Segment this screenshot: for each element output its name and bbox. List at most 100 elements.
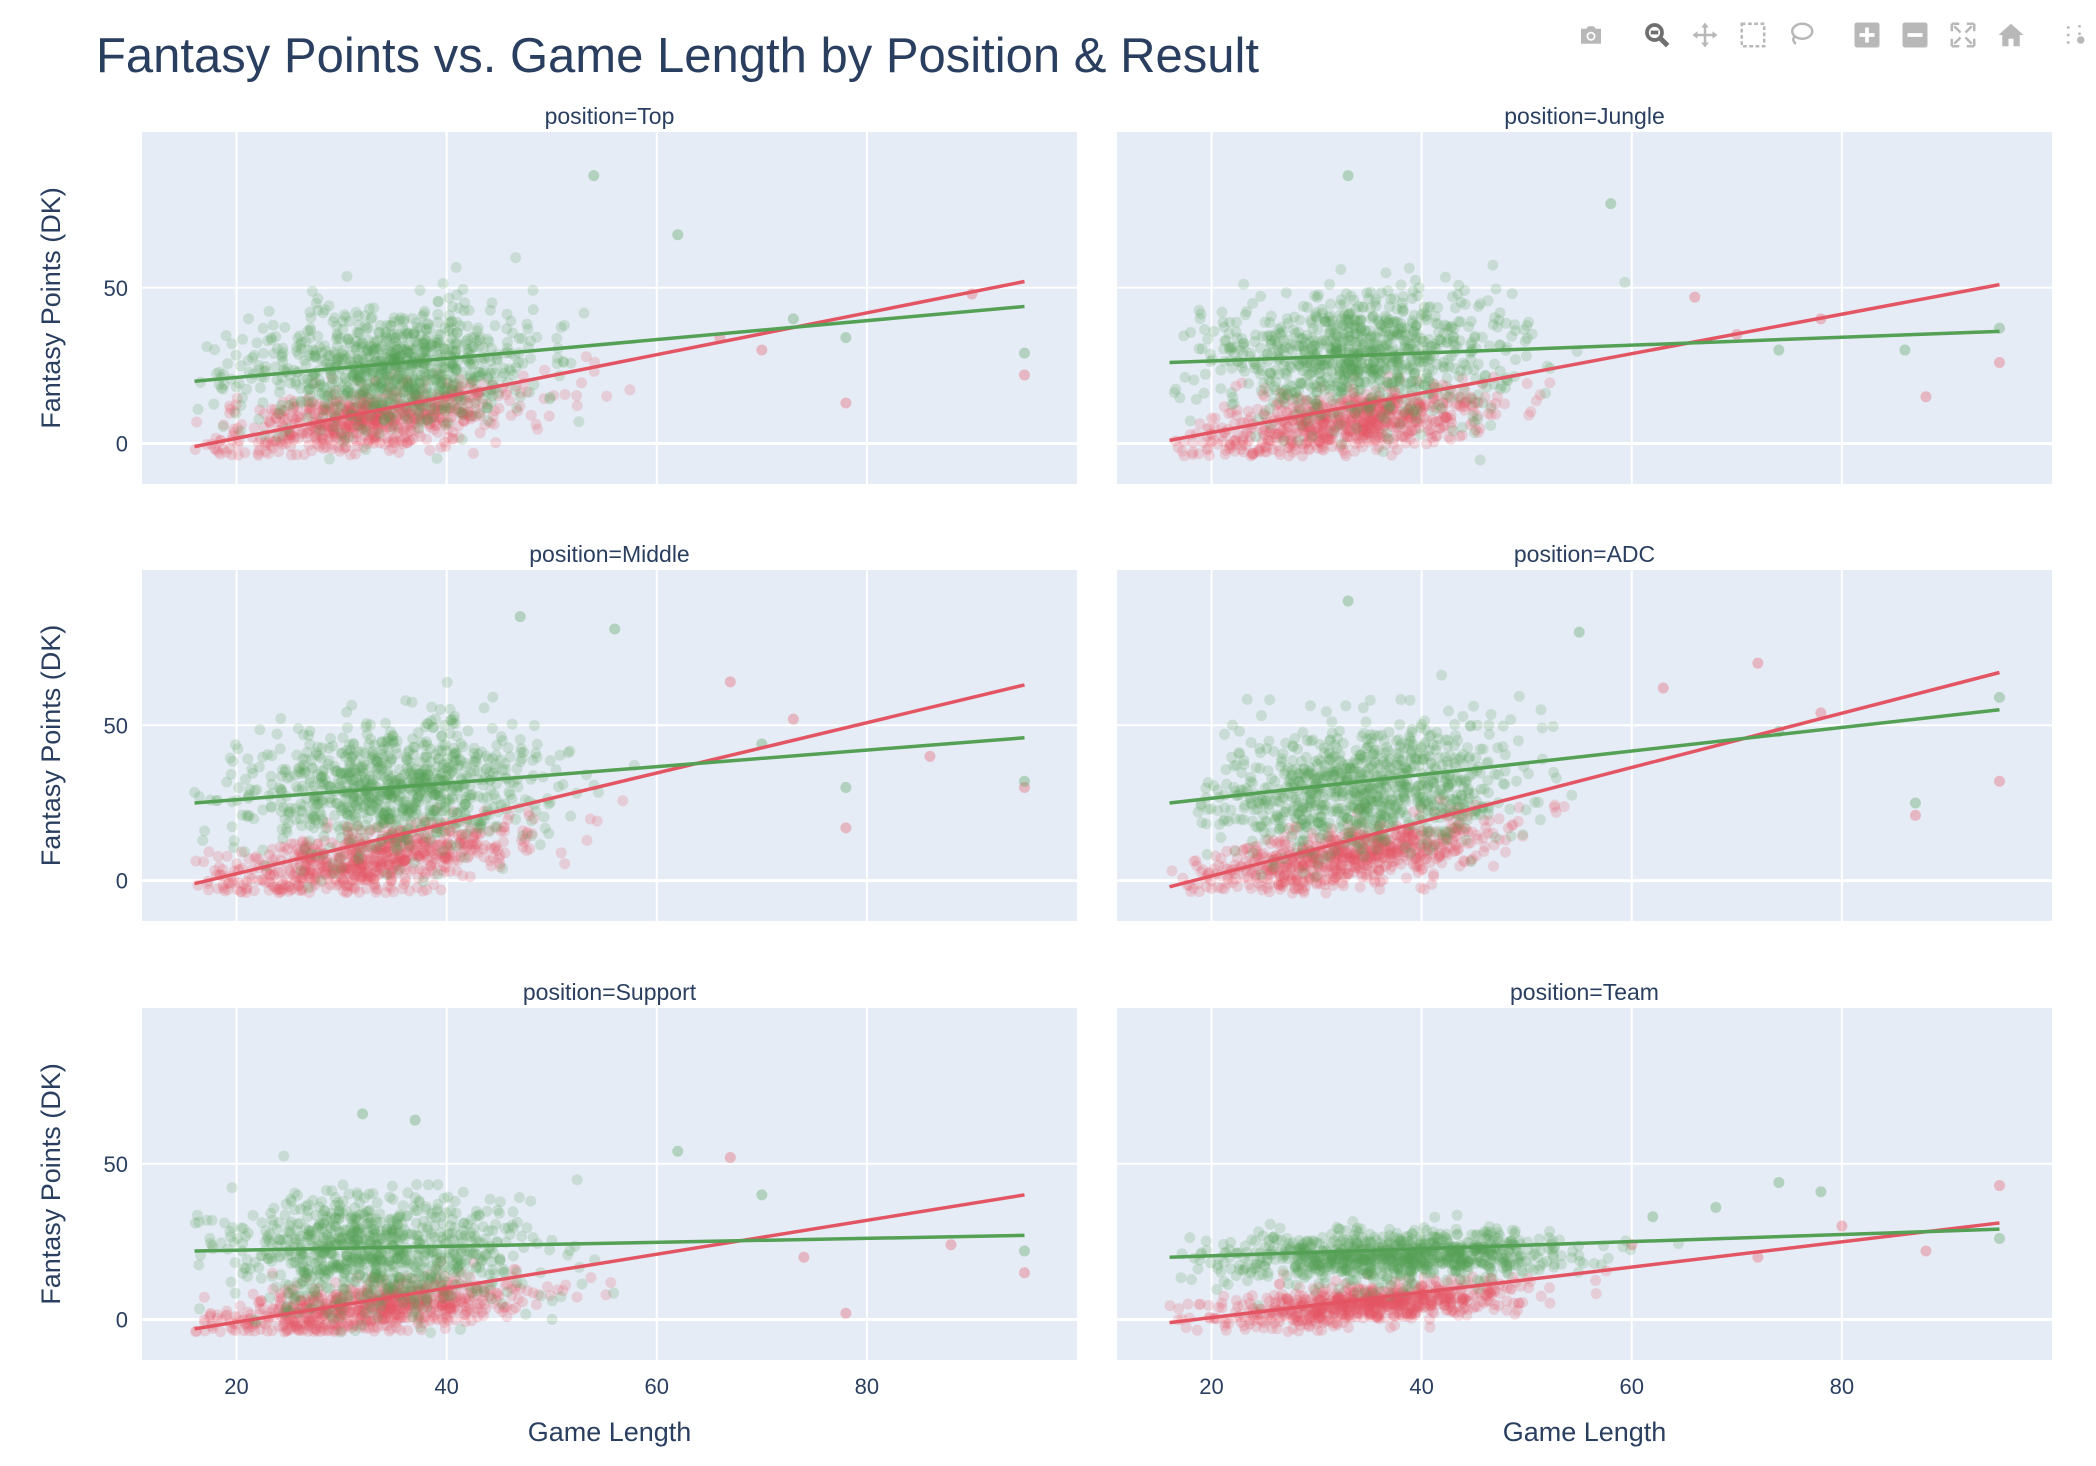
scatter-point bbox=[273, 446, 285, 458]
scatter-point bbox=[388, 432, 400, 444]
scatter-point bbox=[438, 417, 450, 429]
scatter-point bbox=[301, 409, 313, 420]
scatter-point bbox=[269, 407, 281, 419]
y-axis-title: Fantasy Points (DK) bbox=[36, 625, 66, 867]
scatter-point bbox=[355, 770, 367, 782]
scatter-point bbox=[1246, 448, 1258, 460]
scatter-point bbox=[1403, 262, 1415, 274]
scatter-point bbox=[274, 743, 286, 755]
scatter-point bbox=[341, 271, 353, 282]
scatter-point bbox=[313, 408, 325, 420]
scatter-point bbox=[364, 414, 376, 426]
scatter-point bbox=[382, 421, 394, 433]
scatter-point bbox=[315, 874, 327, 886]
facet-adc: position=ADC bbox=[1117, 541, 2052, 921]
scatter-point bbox=[487, 410, 499, 422]
scatter-point bbox=[501, 308, 513, 320]
scatter-point bbox=[458, 409, 470, 421]
scatter-point bbox=[356, 341, 368, 353]
scatter-point bbox=[501, 385, 512, 397]
scatter-point bbox=[347, 402, 358, 414]
scatter-point bbox=[377, 424, 389, 436]
scatter-point bbox=[609, 623, 621, 635]
scatter-point bbox=[465, 372, 477, 384]
scatter-point bbox=[306, 445, 318, 457]
scatter-point bbox=[424, 412, 436, 424]
scatter-point bbox=[356, 416, 368, 428]
scatter-point bbox=[573, 416, 585, 428]
scatter-point bbox=[424, 834, 436, 846]
chart-title: Fantasy Points vs. Game Length by Positi… bbox=[96, 29, 1259, 83]
scatter-point bbox=[388, 419, 400, 431]
scatter-point bbox=[1453, 370, 1465, 382]
scatter-point bbox=[1374, 318, 1386, 330]
scatter-point bbox=[381, 869, 393, 881]
scatter-point bbox=[330, 764, 342, 776]
scatter-point bbox=[341, 405, 353, 417]
scatter-point bbox=[439, 419, 451, 430]
scatter-point bbox=[353, 415, 365, 427]
scatter-point bbox=[399, 421, 411, 433]
scatter-point bbox=[454, 806, 466, 818]
scatter-point bbox=[306, 285, 318, 297]
scatter-point bbox=[221, 850, 233, 862]
scatter-point bbox=[397, 438, 409, 450]
scatter-point bbox=[363, 434, 375, 445]
scatter-point bbox=[558, 319, 570, 331]
scatter-point bbox=[1467, 410, 1479, 422]
scatter-point bbox=[385, 382, 397, 394]
scatter-point bbox=[280, 874, 292, 886]
scatter-point bbox=[787, 713, 799, 725]
scatter-point bbox=[355, 419, 367, 431]
scatter-point bbox=[1482, 295, 1494, 307]
scatter-point bbox=[331, 879, 342, 891]
scatter-point bbox=[208, 398, 220, 410]
scatter-point bbox=[413, 426, 425, 438]
scatter-point bbox=[344, 337, 356, 349]
scatter-point bbox=[1456, 421, 1468, 433]
scatter-point bbox=[306, 423, 318, 435]
scatter-point bbox=[339, 432, 351, 444]
scatter-point bbox=[376, 748, 388, 760]
scatter-point bbox=[443, 292, 455, 304]
scatter-point bbox=[339, 423, 351, 435]
scatter-point bbox=[340, 311, 352, 323]
scatter-point bbox=[1215, 364, 1227, 376]
scatter-point bbox=[1216, 306, 1228, 318]
scatter-point bbox=[515, 387, 526, 399]
scatter-point bbox=[463, 406, 475, 418]
scatter-point bbox=[275, 886, 287, 898]
scatter-point bbox=[329, 428, 341, 440]
scatter-point bbox=[394, 435, 406, 446]
scatter-point bbox=[366, 748, 378, 760]
scatter-point bbox=[378, 409, 389, 421]
scatter-point bbox=[442, 757, 454, 769]
scatter-point bbox=[1238, 337, 1250, 349]
scatter-point bbox=[408, 328, 420, 340]
scatter-point bbox=[437, 376, 449, 388]
scatter-point bbox=[284, 429, 296, 441]
scatter-point bbox=[1427, 404, 1439, 416]
scatter-point bbox=[335, 852, 346, 863]
scatter-point bbox=[356, 399, 368, 411]
scatter-point bbox=[318, 408, 330, 420]
scatter-point bbox=[408, 424, 420, 436]
scatter-point bbox=[364, 423, 376, 435]
scatter-point bbox=[1170, 383, 1182, 395]
scatter-point bbox=[390, 413, 402, 425]
scatter-point bbox=[363, 419, 374, 431]
scatter-point bbox=[381, 410, 393, 422]
scatter-point bbox=[390, 363, 402, 375]
scatter-point bbox=[1218, 321, 1230, 333]
scatter-point bbox=[1487, 319, 1499, 331]
scatter-point bbox=[414, 407, 426, 418]
scatter-point bbox=[489, 758, 501, 770]
scatter-point bbox=[446, 401, 457, 413]
scatter-point bbox=[387, 442, 399, 454]
scatter-point bbox=[1278, 397, 1290, 408]
scatter-point bbox=[271, 728, 283, 740]
scatter-point bbox=[298, 449, 310, 461]
scatter-point bbox=[1336, 438, 1348, 450]
scatter-point bbox=[447, 433, 459, 445]
